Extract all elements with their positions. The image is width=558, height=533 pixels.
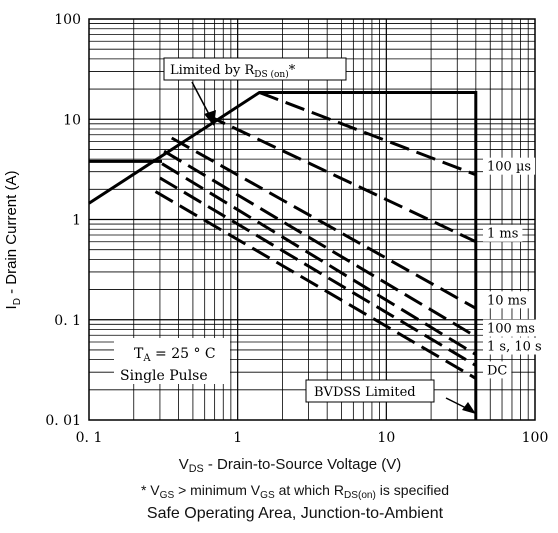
series-line-7 — [154, 190, 477, 380]
y-tick-label: 0. 1 — [54, 313, 81, 329]
series-label-1: 100 µs — [487, 160, 531, 175]
y-axis-label-sub: D — [12, 298, 23, 305]
y-axis-label: ID - Drain Current (A) — [3, 171, 23, 310]
series-label-5: 1 s, 10 s — [487, 340, 542, 355]
bvdss-arrowhead — [462, 402, 476, 414]
series-label-3: 10 ms — [487, 293, 527, 308]
plot-border — [88, 18, 536, 421]
x-tick-label: 0. 1 — [76, 430, 103, 446]
series-label-bg — [483, 361, 512, 379]
conditions-box — [114, 338, 230, 384]
conditions-line1: TA = 25 ° C — [134, 346, 216, 364]
chart-title: Safe Operating Area, Junction-to-Ambient — [146, 505, 444, 522]
series-label-bg — [483, 337, 546, 355]
series-label-7: DC — [487, 363, 507, 378]
footnote-s1: GS — [159, 490, 175, 501]
x-tick-label: 1 — [233, 430, 242, 446]
bvdss-box — [305, 379, 435, 403]
x-axis-label: VDS - Drain-to-Source Voltage (V) — [90, 456, 490, 475]
series-labels: 100 µs 1 ms 10 ms 100 ms 1 s, 10 s DC — [483, 157, 546, 379]
series-group — [88, 91, 478, 420]
limited-rds-annotation: Limited by RDS (on)* — [170, 63, 296, 80]
x-tick-label: 10 — [377, 430, 395, 446]
x-tick-label: 100 — [522, 430, 549, 446]
series-label-bg — [483, 224, 523, 242]
footnote: * VGS > minimum VGS at which RDS(on) is … — [60, 482, 530, 501]
footnote-p3: at which R — [274, 482, 344, 498]
conditions-line2: Single Pulse — [120, 368, 208, 384]
conditions-ta-sub: A — [142, 353, 151, 364]
series-label-bg — [483, 319, 539, 337]
footnote-p1: * V — [140, 482, 160, 498]
x-axis-label-sub: DS — [188, 463, 204, 475]
series-line-1 — [258, 91, 477, 177]
soa-boundary-line-1 — [88, 91, 478, 420]
series-line-6 — [159, 176, 477, 367]
x-axis-label-rest: - Drain-to-Source Voltage (V) — [203, 456, 402, 473]
series-line-2 — [206, 113, 477, 244]
bvdss-annotation: BVDSS Limited — [314, 385, 416, 400]
series-label-bg — [483, 157, 536, 175]
series-label-bg — [483, 291, 531, 309]
y-axis-label-rest: - Drain Current (A) — [3, 171, 20, 299]
y-tick-label: 100 — [54, 12, 81, 28]
footnote-p2: > minimum V — [174, 482, 261, 498]
series-label-4: 100 ms — [487, 322, 535, 337]
series-label-2: 1 ms — [487, 227, 518, 242]
limited-rds-sub: DS (on) — [254, 69, 288, 80]
y-tick-label: 10 — [63, 112, 81, 128]
y-tick-label: 0. 01 — [45, 413, 81, 429]
series-line-3 — [170, 136, 477, 310]
series-line-5 — [161, 162, 477, 356]
conditions-ta-rest: = 25 ° C — [151, 346, 216, 362]
series-line-4 — [163, 149, 477, 338]
conditions-ta: T — [134, 346, 144, 362]
y-axis-label-main: I — [3, 305, 20, 309]
limited-rds-box — [163, 57, 347, 81]
footnote-s2: GS — [260, 490, 275, 501]
y-tick-label: 1 — [72, 213, 81, 229]
limited-rds-arrowhead — [204, 110, 216, 126]
footnote-p4: is specified — [375, 482, 450, 498]
limited-rds-suffix: * — [289, 63, 296, 78]
footnote-s3: DS(on) — [343, 490, 376, 501]
plot-frame — [88, 18, 536, 421]
limited-rds-text: Limited by R — [170, 63, 255, 78]
x-axis-label-main: V — [178, 456, 189, 473]
